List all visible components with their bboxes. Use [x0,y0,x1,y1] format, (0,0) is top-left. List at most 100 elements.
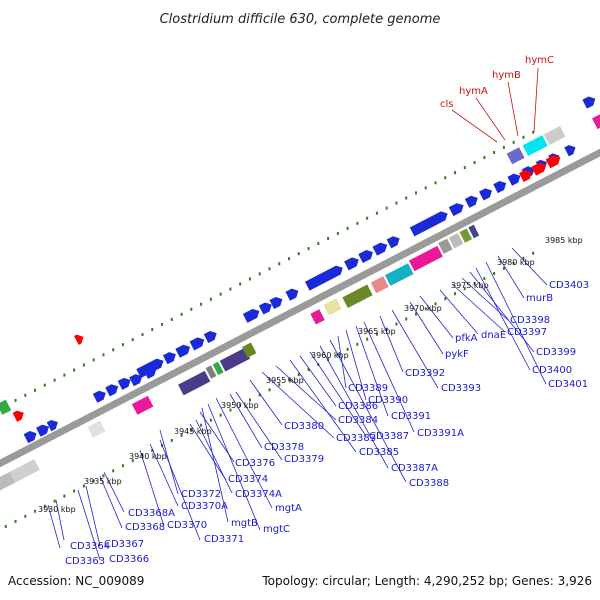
leader-line [309,351,367,437]
leader-line-highlight [451,109,498,143]
kbp-label: 3955 kbp [266,376,304,385]
inner-tick [434,302,437,306]
inner-tick [112,469,115,473]
outer-tick [424,186,427,190]
outer-tick [131,338,134,342]
gene-label-pykF: pykF [445,349,469,360]
gene-arrow-highlight [519,169,532,183]
gene-block [592,109,600,130]
outer-tick [239,282,242,286]
gene-arrow [464,195,478,208]
gene-block-highlight [543,126,566,145]
outer-tick [170,317,173,321]
inner-tick [327,357,330,361]
kbp-label: 3935 kbp [84,477,122,486]
kbp-label: 3970 kbp [404,304,442,313]
gene-label: CD3384 [338,415,378,426]
outer-tick [444,176,447,180]
leader-line [409,301,444,355]
gene-label: CD3401 [548,379,588,390]
leader-line [419,295,454,339]
gene-label: CD3390 [368,395,408,406]
outer-tick [151,328,154,332]
gene-label-hymB: hymB [492,70,521,81]
inner-tick [43,504,46,508]
kbp-label: 3945 kbp [174,427,212,436]
outer-tick [278,262,281,266]
outer-tick [395,201,398,205]
gene-arrow [358,250,374,264]
gene-arrow [46,420,58,432]
gene-arrow-highlight [74,334,84,345]
leader-line [99,475,123,529]
outer-tick [483,156,486,160]
leader-line [189,423,227,481]
gene-arrow-highlight [545,155,561,169]
leader-line [391,309,439,389]
inner-tick [102,474,105,478]
outer-tick [356,221,359,225]
gene-label: CD3389 [348,383,388,394]
topology-text: Topology: circular; Length: 4,290,252 bp… [261,574,592,588]
gene-label: CD3391 [391,411,431,422]
leader-line-highlight [475,97,506,141]
gene-label: CD3386 [338,401,378,412]
label-leader-lines [47,67,548,561]
gene-block [87,420,106,438]
outer-tick [268,267,271,271]
inner-tick [219,413,222,417]
leader-line [329,339,407,483]
gene-block [370,276,389,294]
gene-block-highlight [506,147,525,165]
inner-tick [209,418,212,422]
outer-tick [434,181,437,185]
leader-line [207,403,261,531]
leader-line [77,489,101,561]
gene-label-pfkA: pfkA [455,333,478,344]
gene-label: CD3387 [369,431,409,442]
gene-label: CD3391A [417,428,464,439]
inner-tick [239,403,242,407]
kbp-label: 3940 kbp [129,452,167,461]
gene-label: CD3370 [167,520,207,531]
outer-tick [532,130,535,134]
kbp-label: 3965 kbp [358,327,396,336]
gene-arrow [344,257,359,271]
gene-block [459,228,473,243]
inner-tick [297,373,300,377]
inner-tick [366,337,369,341]
outer-tick [405,196,408,200]
outer-tick [24,393,27,397]
outer-tick [180,312,183,316]
gene-arrow [189,337,205,351]
inner-tick [512,261,515,265]
leader-line [379,315,404,373]
outer-tick [307,247,310,251]
inner-tick [82,484,85,488]
inner-tick [424,307,427,311]
gene-label-murB: murB [526,293,553,304]
inner-tick [200,423,203,427]
outer-tick [14,398,17,402]
inner-tick [444,297,447,301]
inner-tick [141,454,144,458]
gene-block [468,224,480,239]
gene-arrow [372,242,388,256]
inner-tick [532,251,535,255]
gene-arrow [304,265,343,291]
gene-arrow [23,431,37,444]
inner-tick [229,408,232,412]
gene-arrow-highlight [12,410,24,422]
leader-line [229,393,263,449]
gene-block [219,347,251,372]
leader-line [249,379,283,426]
gene-arrow [92,390,106,403]
gene-block [205,365,217,379]
leader-line [345,329,367,401]
gene-block [131,395,154,415]
gene-label: CD3379 [284,454,324,465]
inner-tick [92,479,95,483]
inner-tick [63,494,66,498]
